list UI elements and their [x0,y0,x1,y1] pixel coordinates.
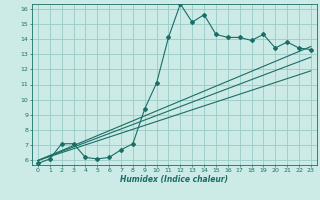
X-axis label: Humidex (Indice chaleur): Humidex (Indice chaleur) [120,175,228,184]
